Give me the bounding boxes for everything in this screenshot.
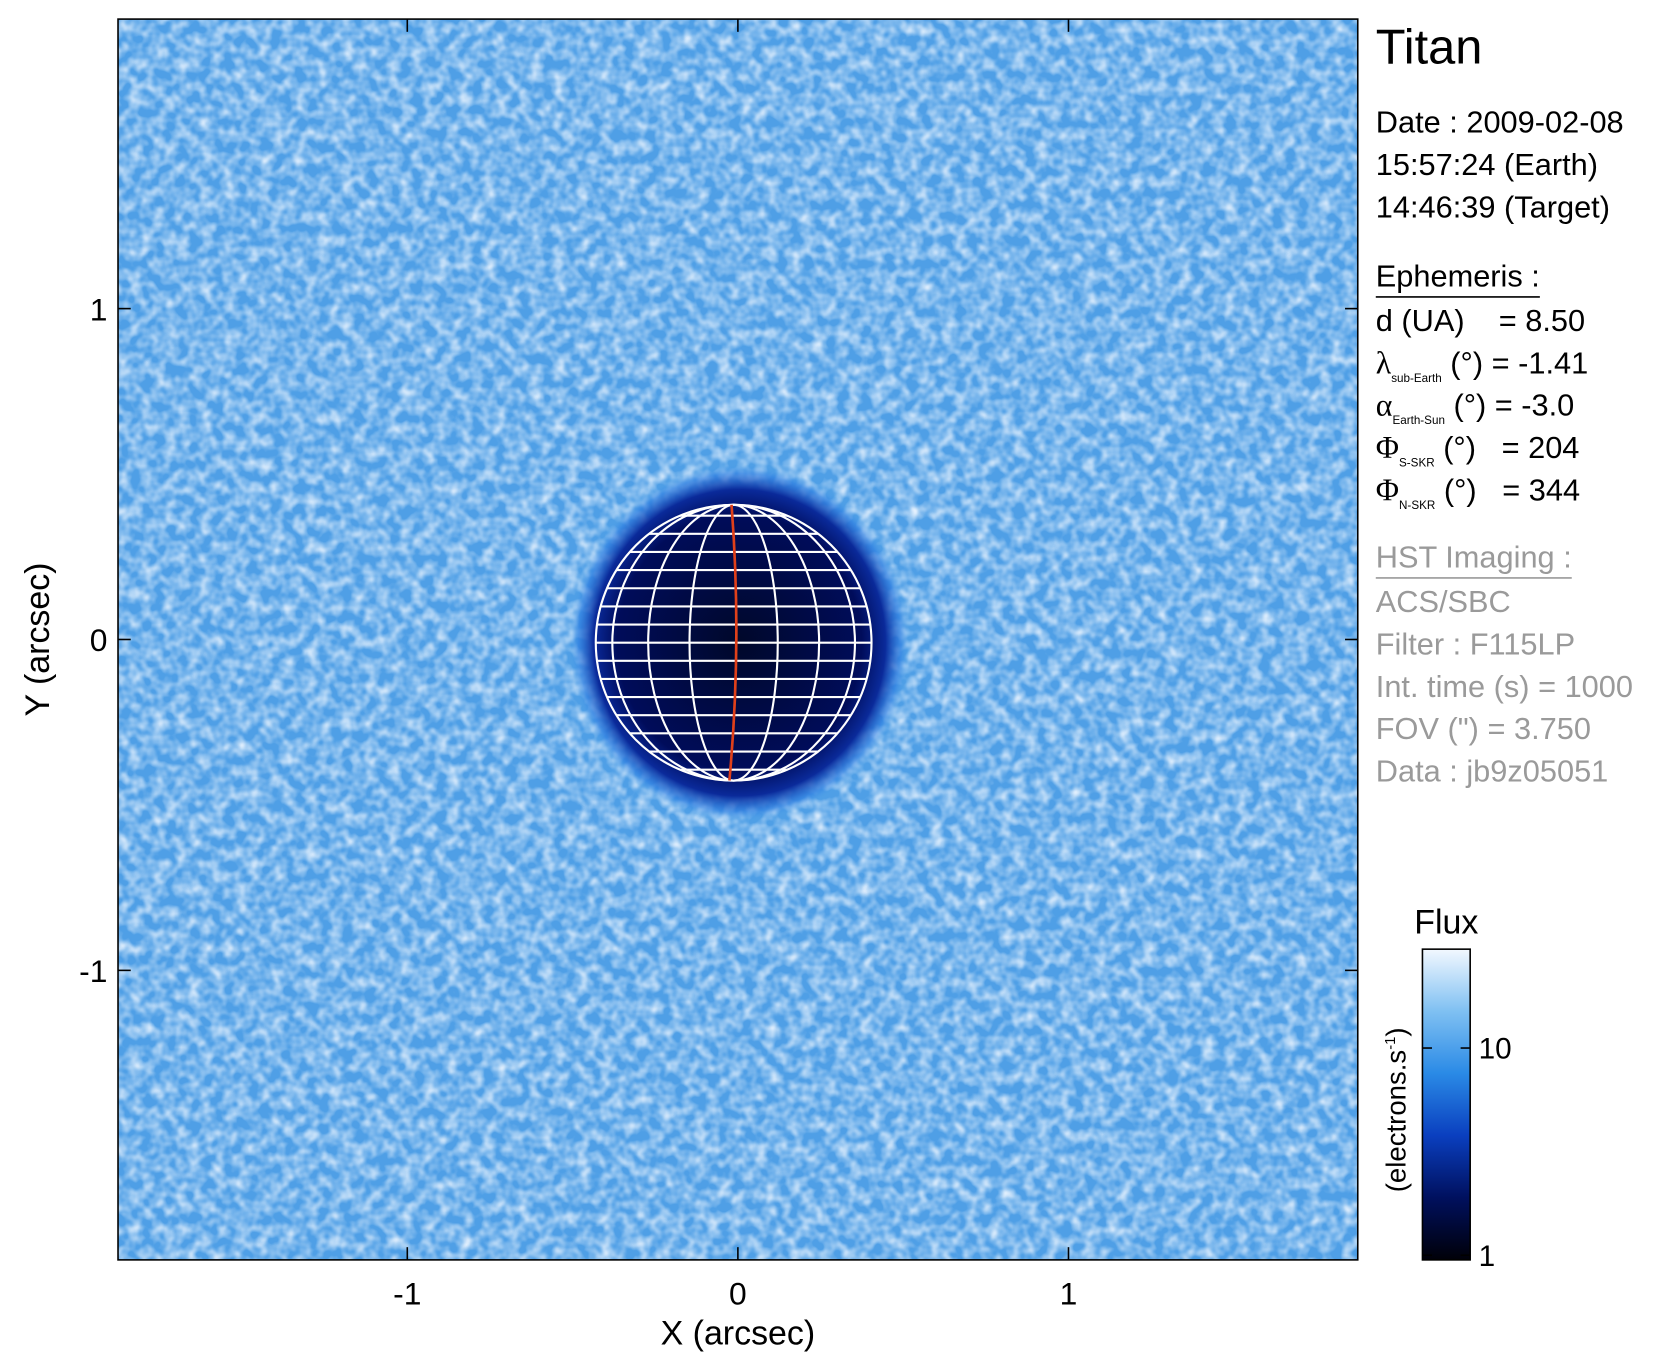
title: Titan: [1376, 21, 1483, 75]
colorbar-tick-label: 10: [1479, 1033, 1512, 1066]
ephemeris-line: λsub-Earth (°) = -1.41: [1376, 345, 1588, 384]
ephemeris-title: Ephemeris :: [1376, 258, 1540, 293]
date-line: Date : 2009-02-08: [1376, 105, 1624, 140]
x-tick-label: 1: [1060, 1275, 1078, 1311]
ephemeris-subscript: S-SKR: [1399, 457, 1435, 470]
date-line: 15:57:24 (Earth): [1376, 147, 1598, 182]
y-tick-label: 0: [90, 622, 108, 658]
imaging-line: Int. time (s) = 1000: [1376, 669, 1633, 704]
colorbar-label-exponent: -1: [1383, 1037, 1399, 1050]
imaging-line: Filter : F115LP: [1376, 626, 1575, 661]
ephemeris-line: ΦN-SKR (°) = 344: [1376, 473, 1580, 512]
ephemeris-text: d (UA) = 8.50: [1376, 303, 1585, 338]
imaging-line: FOV (") = 3.750: [1376, 711, 1591, 746]
imaging-line: Data : jb9z05051: [1376, 754, 1609, 789]
x-axis-label: X (arcsec): [661, 1315, 816, 1353]
ephemeris-text: (°) = -1.41: [1442, 345, 1588, 380]
ephemeris-subscript: N-SKR: [1399, 499, 1435, 512]
ephemeris-symbol: Φ: [1376, 430, 1399, 465]
globe-grid: [594, 503, 873, 782]
colorbar: [1421, 948, 1471, 1261]
x-tick-label: 0: [729, 1275, 747, 1311]
x-tick-label: -1: [393, 1275, 421, 1311]
colorbar-title: Flux: [1414, 903, 1478, 941]
central-meridian: [728, 504, 738, 781]
y-tick-label: 1: [90, 291, 108, 327]
colorbar-tick-label: 1: [1479, 1240, 1496, 1273]
y-axis-label: Y (arcsec): [19, 563, 57, 717]
colorbar-label-text: ): [1380, 1027, 1411, 1036]
ephemeris-subscript: Earth-Sun: [1392, 414, 1444, 427]
ephemeris-text: (°) = -3.0: [1445, 388, 1574, 423]
y-tick-label: -1: [79, 953, 107, 989]
ephemeris-symbol: λ: [1376, 345, 1392, 380]
ephemeris-text: (°) = 204: [1435, 430, 1580, 465]
globe-longitude: [611, 503, 857, 782]
ephemeris-symbol: Φ: [1376, 473, 1399, 508]
ephemeris-line: ΦS-SKR (°) = 204: [1376, 430, 1580, 469]
imaging-line: ACS/SBC: [1376, 584, 1511, 619]
ephemeris-symbol: α: [1376, 388, 1393, 423]
colorbar-label-text: (electrons.s: [1380, 1050, 1411, 1192]
image: [118, 19, 1358, 1260]
ephemeris-text: (°) = 344: [1435, 473, 1580, 508]
ephemeris-line: d (UA) = 8.50: [1376, 303, 1585, 338]
colorbar-label: (electrons.s-1): [1380, 1027, 1411, 1192]
ephemeris-subscript: sub-Earth: [1391, 372, 1442, 385]
imaging-title: HST Imaging :: [1376, 539, 1572, 574]
date-line: 14:46:39 (Target): [1376, 189, 1610, 224]
ephemeris-line: αEarth-Sun (°) = -3.0: [1376, 388, 1575, 427]
